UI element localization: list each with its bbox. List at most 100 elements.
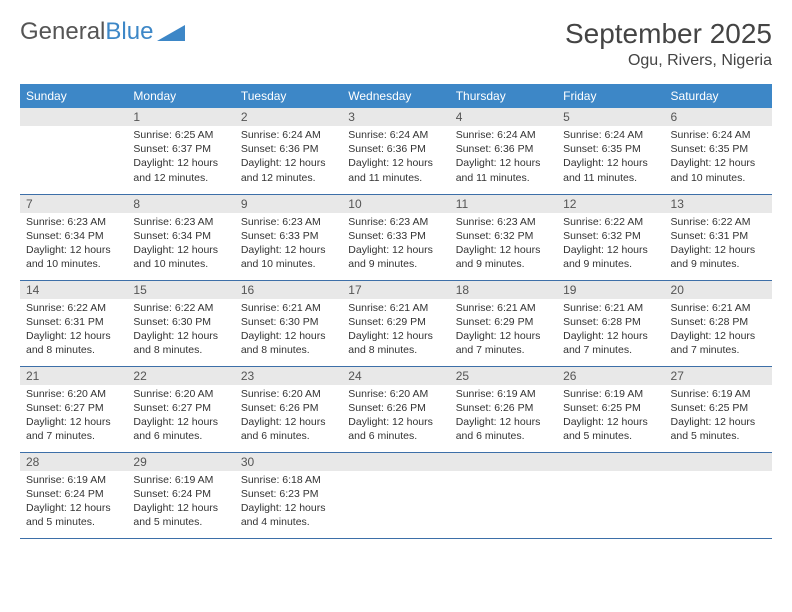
day-number: 28: [20, 453, 127, 471]
day-number: 13: [665, 195, 772, 213]
day-data: Sunrise: 6:21 AMSunset: 6:28 PMDaylight:…: [557, 299, 664, 362]
day-number: 9: [235, 195, 342, 213]
day-data: Sunrise: 6:19 AMSunset: 6:24 PMDaylight:…: [127, 471, 234, 534]
day-data: Sunrise: 6:22 AMSunset: 6:31 PMDaylight:…: [20, 299, 127, 362]
day-number: 25: [450, 367, 557, 385]
calendar-day-cell: 24Sunrise: 6:20 AMSunset: 6:26 PMDayligh…: [342, 366, 449, 452]
calendar-day-cell: 3Sunrise: 6:24 AMSunset: 6:36 PMDaylight…: [342, 108, 449, 194]
day-number: 19: [557, 281, 664, 299]
day-data: Sunrise: 6:24 AMSunset: 6:35 PMDaylight:…: [665, 126, 772, 189]
calendar-day-cell: 30Sunrise: 6:18 AMSunset: 6:23 PMDayligh…: [235, 452, 342, 538]
day-number: 30: [235, 453, 342, 471]
calendar-week-row: 21Sunrise: 6:20 AMSunset: 6:27 PMDayligh…: [20, 366, 772, 452]
calendar-day-cell: 12Sunrise: 6:22 AMSunset: 6:32 PMDayligh…: [557, 194, 664, 280]
day-data: Sunrise: 6:19 AMSunset: 6:25 PMDaylight:…: [557, 385, 664, 448]
calendar-day-cell: 1Sunrise: 6:25 AMSunset: 6:37 PMDaylight…: [127, 108, 234, 194]
calendar-day-cell: 22Sunrise: 6:20 AMSunset: 6:27 PMDayligh…: [127, 366, 234, 452]
calendar-day-cell: 8Sunrise: 6:23 AMSunset: 6:34 PMDaylight…: [127, 194, 234, 280]
day-number: 10: [342, 195, 449, 213]
day-data: Sunrise: 6:24 AMSunset: 6:36 PMDaylight:…: [235, 126, 342, 189]
day-data: Sunrise: 6:23 AMSunset: 6:33 PMDaylight:…: [342, 213, 449, 276]
day-number: 5: [557, 108, 664, 126]
calendar-day-cell: 11Sunrise: 6:23 AMSunset: 6:32 PMDayligh…: [450, 194, 557, 280]
weekday-header: Sunday: [20, 84, 127, 108]
month-title: September 2025: [565, 18, 772, 50]
location-text: Ogu, Rivers, Nigeria: [565, 52, 772, 70]
brand-part1: General: [20, 18, 105, 46]
calendar-table: SundayMondayTuesdayWednesdayThursdayFrid…: [20, 84, 772, 539]
day-number: 1: [127, 108, 234, 126]
day-data: Sunrise: 6:23 AMSunset: 6:33 PMDaylight:…: [235, 213, 342, 276]
day-data: Sunrise: 6:21 AMSunset: 6:29 PMDaylight:…: [342, 299, 449, 362]
day-number: 7: [20, 195, 127, 213]
calendar-day-cell: 13Sunrise: 6:22 AMSunset: 6:31 PMDayligh…: [665, 194, 772, 280]
calendar-day-cell: 23Sunrise: 6:20 AMSunset: 6:26 PMDayligh…: [235, 366, 342, 452]
weekday-header: Friday: [557, 84, 664, 108]
day-number: 3: [342, 108, 449, 126]
day-data: Sunrise: 6:21 AMSunset: 6:28 PMDaylight:…: [665, 299, 772, 362]
day-number: [450, 453, 557, 471]
day-number: 23: [235, 367, 342, 385]
calendar-empty-cell: [450, 452, 557, 538]
day-data: Sunrise: 6:20 AMSunset: 6:27 PMDaylight:…: [20, 385, 127, 448]
calendar-day-cell: 6Sunrise: 6:24 AMSunset: 6:35 PMDaylight…: [665, 108, 772, 194]
day-number: 27: [665, 367, 772, 385]
day-data: Sunrise: 6:23 AMSunset: 6:34 PMDaylight:…: [127, 213, 234, 276]
day-number: 14: [20, 281, 127, 299]
calendar-empty-cell: [342, 452, 449, 538]
day-number: 29: [127, 453, 234, 471]
calendar-day-cell: 4Sunrise: 6:24 AMSunset: 6:36 PMDaylight…: [450, 108, 557, 194]
header: GeneralBlue September 2025 Ogu, Rivers, …: [20, 18, 772, 70]
calendar-day-cell: 9Sunrise: 6:23 AMSunset: 6:33 PMDaylight…: [235, 194, 342, 280]
day-number: [665, 453, 772, 471]
brand-part2: Blue: [105, 18, 153, 46]
calendar-week-row: 1Sunrise: 6:25 AMSunset: 6:37 PMDaylight…: [20, 108, 772, 194]
day-number: 21: [20, 367, 127, 385]
brand-logo: GeneralBlue: [20, 18, 185, 46]
calendar-day-cell: 14Sunrise: 6:22 AMSunset: 6:31 PMDayligh…: [20, 280, 127, 366]
day-data: Sunrise: 6:20 AMSunset: 6:26 PMDaylight:…: [235, 385, 342, 448]
day-number: 6: [665, 108, 772, 126]
day-data: Sunrise: 6:23 AMSunset: 6:34 PMDaylight:…: [20, 213, 127, 276]
day-data: Sunrise: 6:22 AMSunset: 6:32 PMDaylight:…: [557, 213, 664, 276]
calendar-day-cell: 27Sunrise: 6:19 AMSunset: 6:25 PMDayligh…: [665, 366, 772, 452]
calendar-day-cell: 20Sunrise: 6:21 AMSunset: 6:28 PMDayligh…: [665, 280, 772, 366]
day-number: 11: [450, 195, 557, 213]
calendar-day-cell: 26Sunrise: 6:19 AMSunset: 6:25 PMDayligh…: [557, 366, 664, 452]
calendar-week-row: 7Sunrise: 6:23 AMSunset: 6:34 PMDaylight…: [20, 194, 772, 280]
day-number: 17: [342, 281, 449, 299]
calendar-day-cell: 28Sunrise: 6:19 AMSunset: 6:24 PMDayligh…: [20, 452, 127, 538]
day-number: 16: [235, 281, 342, 299]
calendar-day-cell: 21Sunrise: 6:20 AMSunset: 6:27 PMDayligh…: [20, 366, 127, 452]
day-data: Sunrise: 6:21 AMSunset: 6:29 PMDaylight:…: [450, 299, 557, 362]
calendar-header-row: SundayMondayTuesdayWednesdayThursdayFrid…: [20, 84, 772, 108]
day-data: Sunrise: 6:19 AMSunset: 6:25 PMDaylight:…: [665, 385, 772, 448]
day-data: Sunrise: 6:22 AMSunset: 6:31 PMDaylight:…: [665, 213, 772, 276]
calendar-day-cell: 7Sunrise: 6:23 AMSunset: 6:34 PMDaylight…: [20, 194, 127, 280]
calendar-week-row: 14Sunrise: 6:22 AMSunset: 6:31 PMDayligh…: [20, 280, 772, 366]
day-number: 24: [342, 367, 449, 385]
day-data: Sunrise: 6:21 AMSunset: 6:30 PMDaylight:…: [235, 299, 342, 362]
day-number: 20: [665, 281, 772, 299]
calendar-empty-cell: [665, 452, 772, 538]
day-number: [557, 453, 664, 471]
weekday-header: Thursday: [450, 84, 557, 108]
day-data: Sunrise: 6:24 AMSunset: 6:36 PMDaylight:…: [342, 126, 449, 189]
brand-triangle-icon: [157, 23, 185, 41]
day-data: Sunrise: 6:19 AMSunset: 6:24 PMDaylight:…: [20, 471, 127, 534]
calendar-day-cell: 17Sunrise: 6:21 AMSunset: 6:29 PMDayligh…: [342, 280, 449, 366]
day-number: 2: [235, 108, 342, 126]
day-number: 15: [127, 281, 234, 299]
weekday-header: Monday: [127, 84, 234, 108]
calendar-body: 1Sunrise: 6:25 AMSunset: 6:37 PMDaylight…: [20, 108, 772, 538]
calendar-day-cell: 25Sunrise: 6:19 AMSunset: 6:26 PMDayligh…: [450, 366, 557, 452]
calendar-week-row: 28Sunrise: 6:19 AMSunset: 6:24 PMDayligh…: [20, 452, 772, 538]
calendar-day-cell: 19Sunrise: 6:21 AMSunset: 6:28 PMDayligh…: [557, 280, 664, 366]
day-data: Sunrise: 6:24 AMSunset: 6:35 PMDaylight:…: [557, 126, 664, 189]
day-number: [20, 108, 127, 126]
calendar-day-cell: 18Sunrise: 6:21 AMSunset: 6:29 PMDayligh…: [450, 280, 557, 366]
calendar-day-cell: 15Sunrise: 6:22 AMSunset: 6:30 PMDayligh…: [127, 280, 234, 366]
calendar-day-cell: 10Sunrise: 6:23 AMSunset: 6:33 PMDayligh…: [342, 194, 449, 280]
calendar-empty-cell: [20, 108, 127, 194]
day-data: Sunrise: 6:20 AMSunset: 6:27 PMDaylight:…: [127, 385, 234, 448]
